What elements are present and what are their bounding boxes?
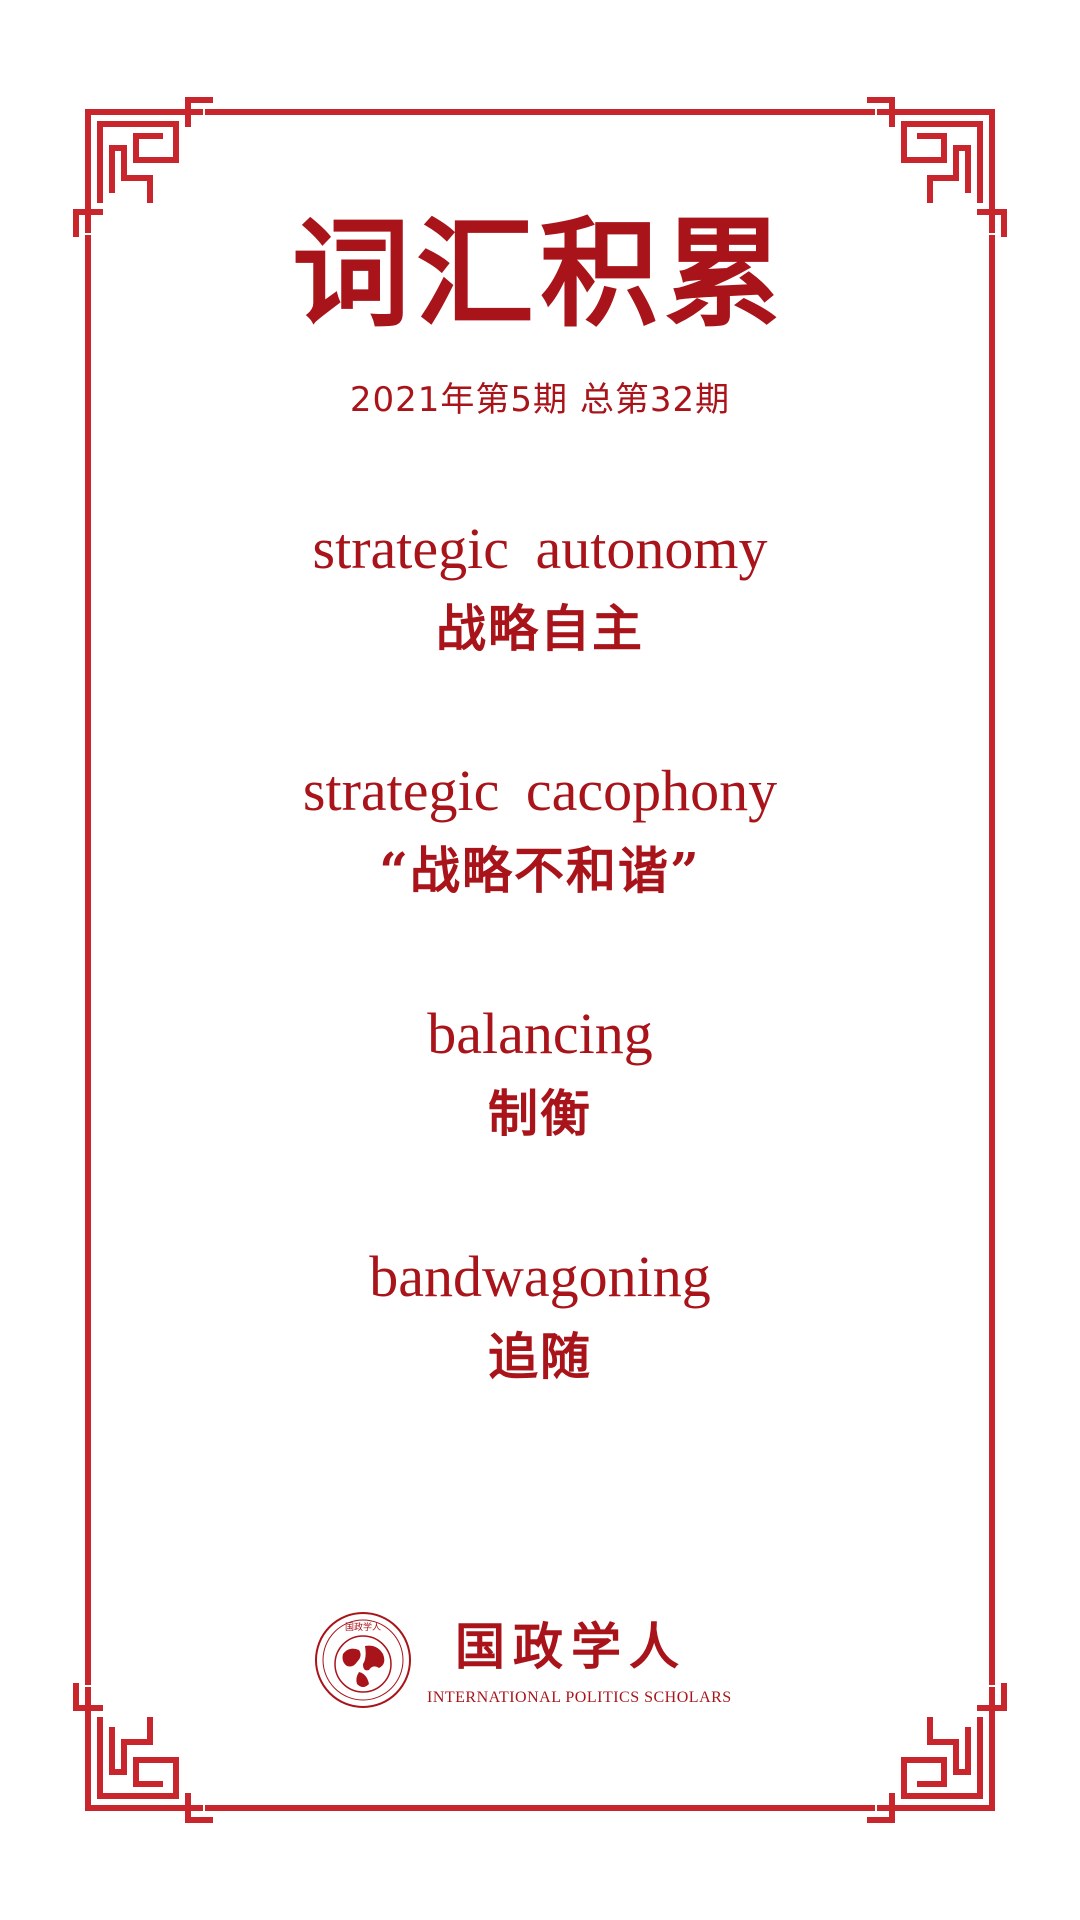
term-english: balancing <box>427 1001 653 1066</box>
term-english: strategic cacophony <box>302 758 778 823</box>
brand-name-english: INTERNATIONAL POLITICS SCHOLARS <box>427 1689 732 1706</box>
issue-number: 2021年第5期 总第32期 <box>349 380 731 420</box>
vocab-term-3: balancing 制衡 <box>0 1005 1080 1139</box>
term-chinese: 战略自主 <box>436 599 644 658</box>
brand-name-chinese: 国政学人 <box>455 1617 687 1676</box>
vocab-term-4: bandwagoning 追随 <box>0 1248 1080 1382</box>
page-title: 词汇积累 <box>291 204 788 343</box>
logo-ring-text: 国政学人 <box>345 1621 381 1633</box>
term-chinese: 制衡 <box>488 1084 592 1143</box>
term-english: bandwagoning <box>369 1244 711 1309</box>
vocab-term-2: strategic cacophony “战略不和谐” <box>0 762 1080 896</box>
vocab-term-1: strategic autonomy 战略自主 <box>0 520 1080 654</box>
term-chinese: 追随 <box>488 1327 592 1386</box>
globe-seal-icon: 国政学人 <box>315 1612 411 1708</box>
term-chinese: “战略不和谐” <box>379 841 701 900</box>
term-english: strategic autonomy <box>312 516 768 581</box>
